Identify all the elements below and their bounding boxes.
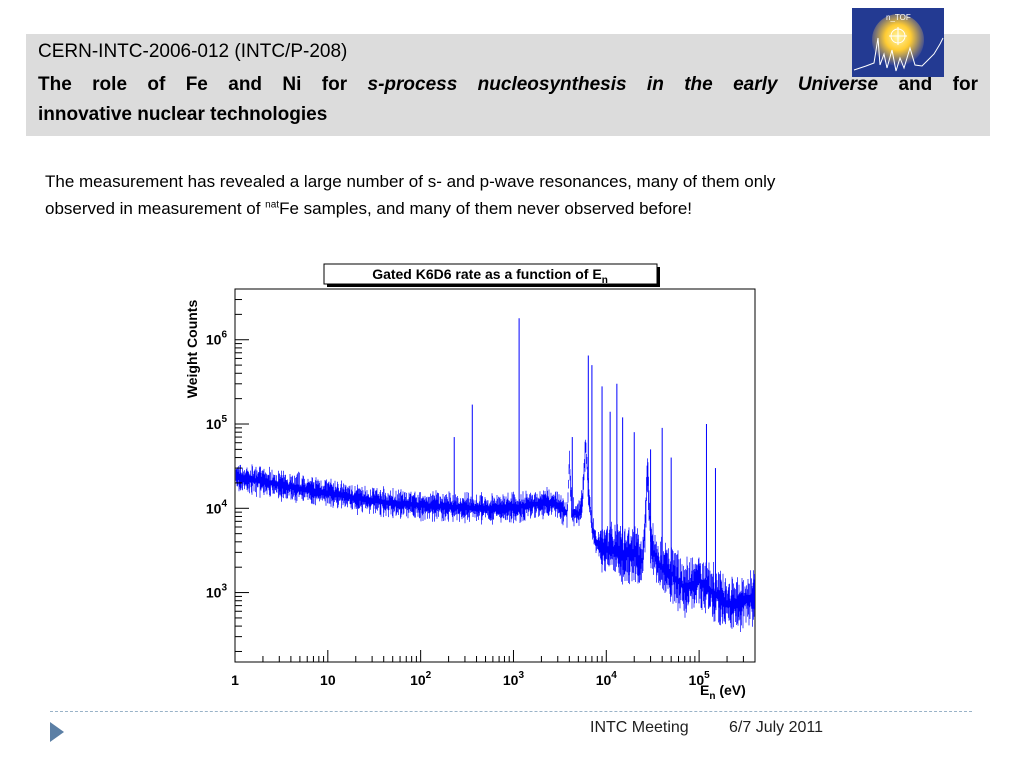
footer-divider (50, 711, 972, 712)
plot-frame (234, 288, 756, 663)
nat-superscript: nat (265, 199, 280, 211)
body-line2-end: Fe samples, and many of them never obser… (279, 199, 693, 218)
x-tick-label: 1 (231, 672, 239, 688)
chart-title: Gated K6D6 rate as a function of En (372, 266, 608, 286)
title-banner (26, 34, 990, 136)
title-italic: s-process nucleosynthesis in the early U… (367, 74, 879, 95)
proposal-title-line2: innovative nuclear technologies (38, 104, 328, 125)
resonance-chart: Gated K6D6 rate as a function of En 1 10 1… (184, 263, 756, 702)
x-tick-label: 103 (503, 670, 525, 688)
y-axis-label: Weight Counts (184, 300, 200, 399)
body-line2-start: observed in measurement of (45, 199, 266, 218)
footer-date: 6/7 July 2011 (729, 719, 823, 736)
y-tick-label: 105 (206, 414, 228, 432)
x-tick-label: 10 (320, 672, 336, 688)
ntof-logo: n_TOF (852, 8, 944, 77)
x-tick-label: 105 (689, 670, 711, 688)
body-line2: observed in measurement of natFe samples… (45, 199, 945, 219)
x-axis-label: En (eV) (700, 682, 746, 702)
chart-title-sub: n (602, 275, 608, 286)
footer-meeting: INTC Meeting (590, 719, 689, 736)
series-layer (235, 318, 755, 632)
x-axis-label-sub: n (709, 691, 715, 702)
axis-layer: 1 10 102 103 104 105 103 104 105 106 (206, 288, 756, 688)
chart-title-box (323, 263, 658, 285)
body-line1: The measurement has revealed a large num… (45, 172, 776, 191)
proposal-title-line1: The role of Fe and Ni for s-process nucl… (38, 74, 978, 96)
title-part1: The role of Fe and Ni for (38, 74, 368, 95)
title-part2: and for (878, 74, 978, 95)
x-tick-label: 102 (410, 670, 432, 688)
x-axis-label-unit: (eV) (715, 682, 745, 698)
series-band (235, 439, 755, 632)
y-tick-label: 104 (206, 498, 228, 516)
x-tick-label: 104 (596, 670, 618, 688)
next-slide-arrow-icon[interactable] (50, 722, 64, 742)
logo-text: n_TOF (886, 13, 911, 22)
y-tick-label: 103 (206, 583, 228, 601)
proposal-code: CERN-INTC-2006-012 (INTC/P-208) (38, 41, 348, 62)
chart-title-text: Gated K6D6 rate as a function of E (372, 266, 602, 282)
y-tick-label: 106 (206, 330, 228, 348)
x-axis-label-text: E (700, 682, 709, 698)
